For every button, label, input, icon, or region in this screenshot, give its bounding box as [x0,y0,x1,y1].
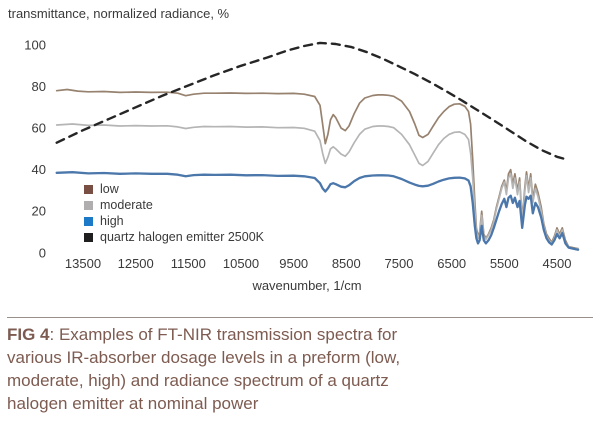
series-moderate [55,123,579,250]
legend-swatch [84,200,93,210]
x-tick-label: 8500 [332,256,361,271]
legend-swatch [84,232,93,242]
x-tick-label: 5500 [490,256,519,271]
y-tick-label: 0 [39,245,46,260]
legend-item: low [84,181,264,197]
y-tick-label: 40 [32,162,46,177]
legend-item: moderate [84,197,264,213]
x-tick-label: 6500 [437,256,466,271]
y-tick-label: 100 [24,38,46,53]
caption-divider [7,317,593,318]
x-axis-label: wavenumber, 1/cm [252,278,362,293]
x-tick-label: 13500 [65,256,101,271]
x-tick-label: 12500 [118,256,154,271]
legend: low moderate high quartz halogen emitter 25… [84,181,264,245]
legend-swatch [84,184,93,194]
caption-text: : Examples of FT-NIR transmission spectr… [7,325,401,413]
chart-title: transmittance, normalized radiance, % [8,6,230,21]
legend-swatch [84,216,93,226]
legend-label: low [100,182,119,196]
plot-svg: 0 20 40 60 80 100 13500 12500 11500 10500 9500 8500… [24,38,580,271]
x-tick-label: 9500 [279,256,308,271]
x-tick-label: 4500 [543,256,572,271]
x-tick-label: 10500 [223,256,259,271]
legend-item: high [84,213,264,229]
series-quartz [55,41,568,161]
series-low [55,88,579,250]
legend-label: high [100,214,124,228]
y-tick-label: 20 [32,204,46,219]
series-high [55,171,580,251]
figure-caption: FIG 4: Examples of FT-NIR transmission s… [7,323,589,415]
caption-label: FIG 4 [7,325,50,344]
x-tick-label: 7500 [385,256,414,271]
x-tick-label: 11500 [171,256,206,271]
legend-label: quartz halogen emitter 2500K [100,230,264,244]
y-tick-label: 80 [32,79,46,94]
y-tick-label: 60 [32,121,46,136]
legend-label: moderate [100,198,153,212]
legend-item: quartz halogen emitter 2500K [84,229,264,245]
